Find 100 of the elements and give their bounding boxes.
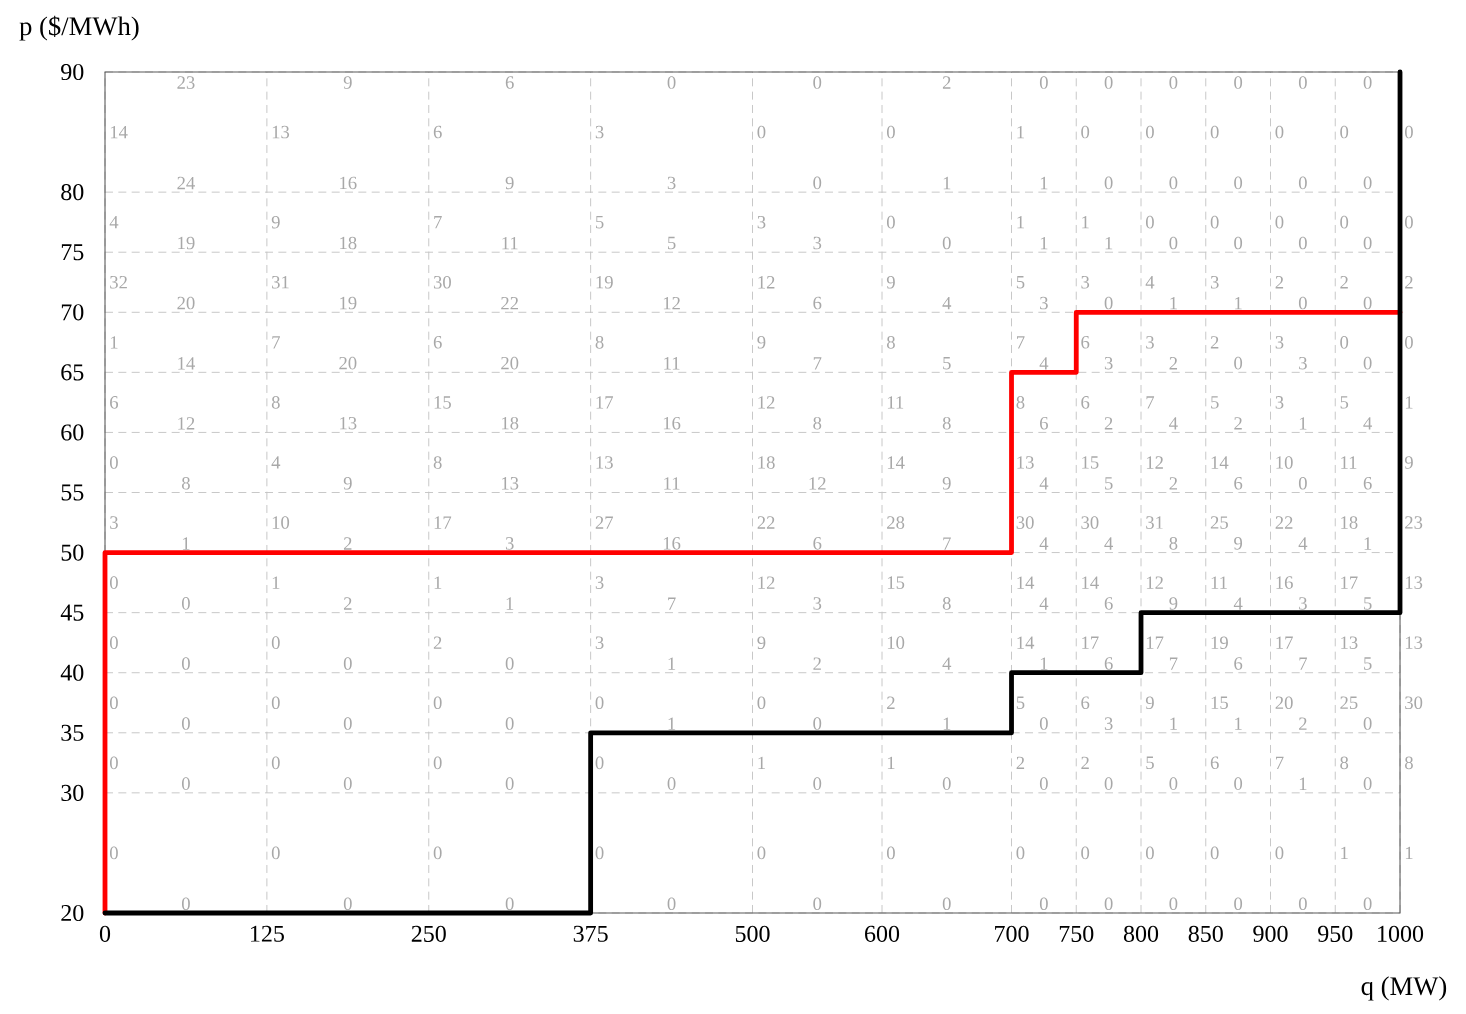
annotation: 8 bbox=[433, 456, 442, 469]
annotation: 3 bbox=[1299, 597, 1307, 610]
annotation: 0 bbox=[667, 897, 676, 911]
annotation: 31 bbox=[272, 275, 289, 289]
annotation: 2 bbox=[1169, 357, 1178, 370]
annotation: 0 bbox=[343, 897, 352, 911]
annotation: 20 bbox=[501, 356, 519, 370]
annotation: 16 bbox=[340, 176, 357, 190]
text: 13 bbox=[1405, 576, 1423, 589]
annotation: 11 bbox=[1211, 576, 1227, 589]
annotation: 7 bbox=[434, 216, 442, 229]
annotation: 2 bbox=[887, 696, 895, 709]
annotation: 12 bbox=[758, 576, 775, 589]
annotation: 16 bbox=[663, 416, 681, 430]
text: 2 bbox=[1405, 276, 1413, 289]
y-tick-label: 40 bbox=[60, 664, 84, 681]
annotation: 0 bbox=[813, 897, 822, 911]
annotation: 1 bbox=[1017, 125, 1024, 139]
annotation: 0 bbox=[813, 777, 822, 790]
x-tick-label: 500 bbox=[735, 925, 770, 942]
annotation: 2 bbox=[1340, 276, 1348, 289]
annotation: 0 bbox=[109, 846, 118, 860]
annotation: 0 bbox=[757, 696, 766, 710]
annotation: 1 bbox=[1299, 417, 1307, 430]
annotation: 0 bbox=[181, 597, 190, 610]
annotation: 2 bbox=[343, 537, 352, 550]
annotation: 6 bbox=[1210, 756, 1219, 770]
annotation: 3 bbox=[1210, 275, 1219, 289]
annotation: 7 bbox=[272, 336, 280, 349]
annotation: 3 bbox=[1081, 275, 1090, 289]
annotation: 18 bbox=[340, 236, 357, 250]
annotation: 4 bbox=[1169, 417, 1178, 430]
annotation: 22 bbox=[757, 516, 775, 529]
annotation: 6 bbox=[1234, 477, 1243, 490]
annotation: 1 bbox=[1299, 777, 1307, 790]
x-tick-label: 850 bbox=[1188, 925, 1223, 942]
annotation: 8 bbox=[1016, 396, 1025, 409]
annotation: 32 bbox=[110, 275, 127, 289]
annotation: 1 bbox=[434, 576, 442, 589]
annotation: 0 bbox=[505, 897, 514, 911]
annotation: 0 bbox=[1234, 897, 1243, 911]
y-tick-label: 55 bbox=[61, 484, 84, 501]
annotation: 12 bbox=[1146, 456, 1163, 469]
annotation: 0 bbox=[181, 657, 190, 670]
annotation: 1 bbox=[1364, 537, 1372, 550]
annotation: 5 bbox=[1364, 597, 1372, 610]
text: 23 bbox=[1405, 516, 1423, 529]
y-tick-label: 90 bbox=[61, 63, 84, 81]
text: 0 bbox=[1404, 336, 1413, 349]
annotation: 11 bbox=[664, 357, 680, 370]
annotation: 9 bbox=[1145, 696, 1154, 710]
annotation: 5 bbox=[667, 236, 676, 250]
x-axis-title: q (MW) bbox=[1361, 976, 1447, 1001]
y-tick-label: 30 bbox=[61, 784, 84, 801]
y-tick-label: 75 bbox=[61, 244, 84, 261]
x-tick-label: 900 bbox=[1253, 925, 1288, 942]
annotation: 0 bbox=[1234, 76, 1243, 89]
annotation: 1 bbox=[1235, 717, 1242, 730]
annotation: 0 bbox=[1298, 897, 1307, 911]
annotation: 0 bbox=[942, 236, 951, 250]
annotation: 0 bbox=[1340, 125, 1349, 139]
annotation: 0 bbox=[1234, 777, 1243, 790]
annotation: 1 bbox=[1040, 236, 1048, 250]
annotation: 8 bbox=[886, 336, 895, 349]
y-tick-label: 20 bbox=[61, 904, 84, 922]
annotation: 3 bbox=[813, 236, 822, 250]
annotation: 6 bbox=[1104, 597, 1113, 610]
annotation: 0 bbox=[1363, 777, 1372, 790]
annotation: 1 bbox=[943, 717, 951, 730]
annotation: 9 bbox=[505, 176, 514, 190]
annotation: 24 bbox=[177, 176, 195, 190]
x-tick-label: 750 bbox=[1059, 925, 1094, 942]
text: 30 bbox=[1405, 696, 1423, 710]
annotation: 25 bbox=[1210, 516, 1228, 529]
annotation: 0 bbox=[595, 696, 604, 710]
annotation: 9 bbox=[757, 336, 766, 349]
annotation: 0 bbox=[1210, 846, 1219, 860]
annotation: 4 bbox=[942, 297, 952, 310]
annotation: 0 bbox=[109, 756, 118, 770]
annotation: 5 bbox=[943, 357, 951, 370]
annotation: 0 bbox=[1039, 76, 1048, 89]
annotation: 0 bbox=[1363, 76, 1372, 89]
annotation: 0 bbox=[271, 696, 280, 710]
annotation: 28 bbox=[887, 516, 905, 529]
annotation: 0 bbox=[813, 76, 822, 89]
annotation: 3 bbox=[595, 576, 604, 589]
annotation: 12 bbox=[758, 276, 775, 289]
x-tick-label: 800 bbox=[1123, 925, 1159, 942]
y-tick-label: 70 bbox=[61, 304, 84, 321]
annotation: 1 bbox=[1170, 717, 1177, 730]
annotation: 0 bbox=[1039, 897, 1048, 911]
annotation: 10 bbox=[887, 636, 905, 649]
annotation: 0 bbox=[1145, 215, 1154, 229]
annotation: 4 bbox=[271, 456, 281, 469]
annotation: 12 bbox=[758, 396, 775, 409]
annotation: 0 bbox=[1298, 296, 1307, 310]
annotation: 2 bbox=[1081, 756, 1089, 769]
annotation: 0 bbox=[181, 717, 190, 730]
y-tick-label: 60 bbox=[61, 424, 84, 441]
annotation: 0 bbox=[1363, 176, 1372, 190]
